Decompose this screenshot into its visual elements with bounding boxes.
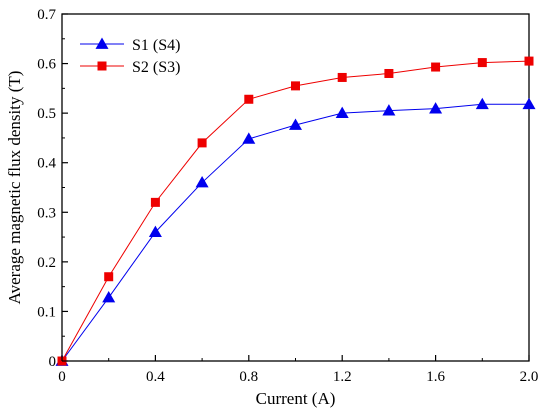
- series-2-point: [150, 197, 160, 207]
- y-tick-label: 0.2: [37, 255, 56, 271]
- y-tick-label: 0.1: [37, 304, 56, 320]
- y-tick-label: 0.5: [37, 106, 56, 122]
- y-tick-label: 0.3: [37, 205, 56, 221]
- legend-label: S2 (S3): [132, 59, 180, 76]
- x-tick-label: 2.0: [520, 369, 539, 385]
- plot-layer: [55, 13, 536, 366]
- series-2-point: [197, 138, 207, 148]
- series-2-point: [291, 81, 300, 91]
- y-tick-label: 0.4: [37, 156, 56, 172]
- legend-marker: [95, 37, 109, 49]
- series-line-1: [61, 103, 529, 362]
- series-1-point: [289, 118, 302, 130]
- series-1-point: [382, 104, 396, 116]
- y-tick-label: 0: [49, 354, 57, 370]
- x-tick-label: 0.4: [146, 369, 165, 385]
- x-tick-label: 1.6: [426, 369, 445, 385]
- series-1-point: [148, 225, 162, 237]
- legend-label: S1 (S4): [132, 37, 180, 54]
- x-axis-title: Current (A): [256, 389, 336, 408]
- y-axis-title: Average magnetic flux density (T): [5, 71, 24, 305]
- series-2-point: [431, 62, 441, 72]
- series-1-point: [102, 291, 116, 303]
- series-1-point: [429, 102, 443, 114]
- series-1-point: [242, 132, 256, 144]
- series-2-point: [477, 58, 487, 68]
- series-1-point: [335, 106, 349, 119]
- tick-layer: 0 0.4 0.8 1.2 1.6 2.0 0 0.1 0.2 0.3 0.4 0.5 0.6 0.7: [37, 7, 538, 385]
- series-1-point: [475, 97, 489, 110]
- legend: S1 (S4) S2 (S3): [80, 37, 180, 76]
- series-2-point: [384, 68, 394, 78]
- legend-marker: [97, 61, 107, 71]
- y-tick-label: 0.6: [37, 57, 56, 73]
- series-2-point: [337, 72, 347, 82]
- x-tick-label: 1.2: [333, 369, 352, 385]
- series-2-point: [244, 94, 254, 104]
- series-1-point: [195, 176, 209, 188]
- series-2-point: [524, 56, 534, 66]
- x-tick-label: 0: [58, 369, 66, 385]
- y-tick-label: 0.7: [37, 7, 56, 23]
- series-1-point: [522, 97, 536, 110]
- series-2-point: [104, 272, 114, 282]
- x-tick-label: 0.8: [239, 369, 258, 385]
